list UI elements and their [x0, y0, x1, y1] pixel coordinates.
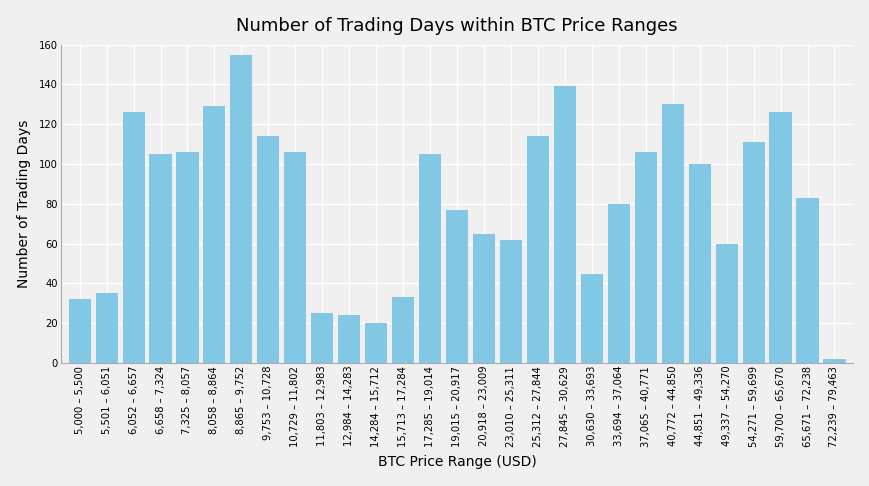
Bar: [500, 240, 521, 363]
Bar: [446, 210, 468, 363]
Bar: [230, 54, 252, 363]
Bar: [741, 142, 764, 363]
Bar: [176, 152, 198, 363]
Bar: [69, 299, 90, 363]
Bar: [607, 204, 629, 363]
Bar: [634, 152, 656, 363]
Bar: [365, 323, 387, 363]
Title: Number of Trading Days within BTC Price Ranges: Number of Trading Days within BTC Price …: [236, 17, 677, 35]
Bar: [123, 112, 144, 363]
Bar: [203, 106, 225, 363]
Bar: [149, 154, 171, 363]
Bar: [311, 313, 333, 363]
Bar: [257, 136, 279, 363]
Y-axis label: Number of Trading Days: Number of Trading Days: [17, 120, 30, 288]
X-axis label: BTC Price Range (USD): BTC Price Range (USD): [377, 455, 536, 469]
Bar: [715, 243, 737, 363]
Bar: [338, 315, 360, 363]
Bar: [419, 154, 441, 363]
Bar: [688, 164, 710, 363]
Bar: [527, 136, 548, 363]
Bar: [392, 297, 414, 363]
Bar: [822, 359, 845, 363]
Bar: [795, 198, 818, 363]
Bar: [661, 104, 683, 363]
Bar: [473, 234, 494, 363]
Bar: [96, 294, 117, 363]
Bar: [554, 87, 575, 363]
Bar: [284, 152, 306, 363]
Bar: [768, 112, 791, 363]
Bar: [580, 274, 602, 363]
